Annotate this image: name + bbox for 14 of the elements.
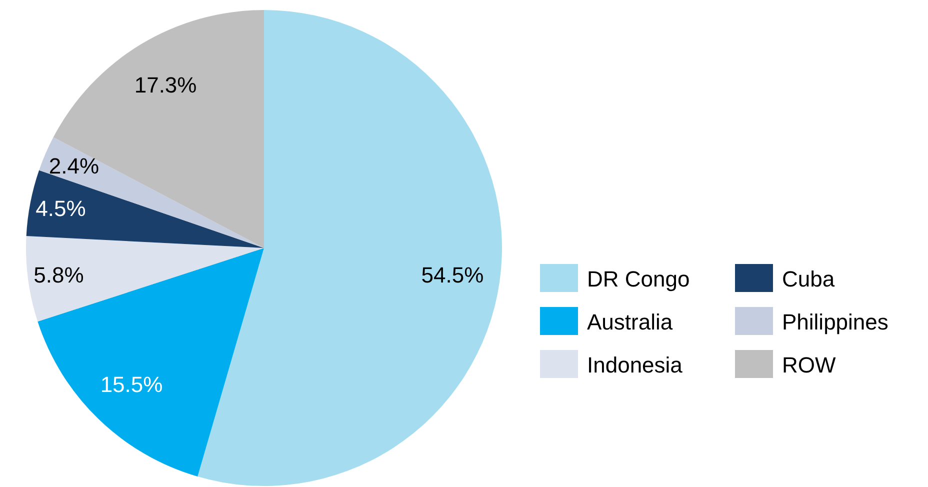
pie-slice — [26, 236, 264, 322]
legend-label: Philippines — [782, 310, 888, 334]
legend-label: Cuba — [782, 266, 836, 292]
data-label: 2.4% — [48, 153, 100, 178]
pie-slice — [198, 10, 502, 486]
legend-label: Indonesia — [587, 352, 684, 378]
data-label: 54.5% — [421, 262, 484, 288]
data-label: 4.5% — [36, 196, 86, 222]
data-label: 15.5% — [100, 372, 163, 398]
legend-label: Australia — [587, 310, 674, 334]
legend-label: ROW — [782, 352, 836, 378]
legend-label: DR Congo — [587, 266, 690, 292]
data-label: 17.3% — [134, 72, 197, 98]
data-label: 5.8% — [34, 262, 84, 288]
